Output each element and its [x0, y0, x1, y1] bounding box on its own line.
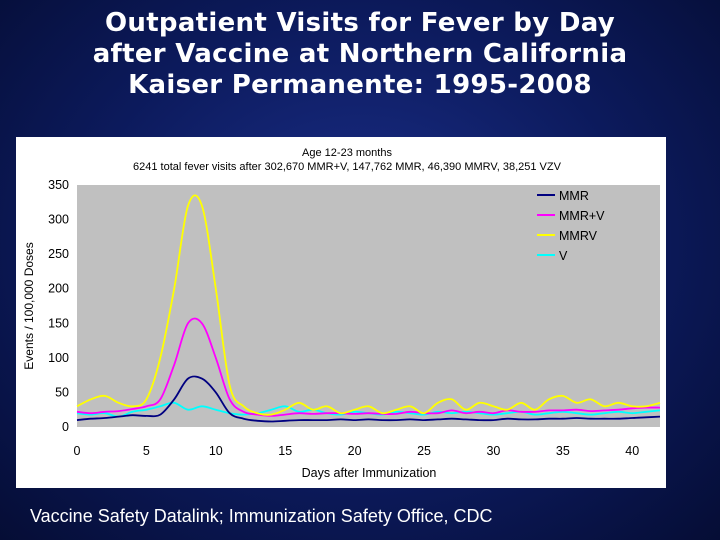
fever-visits-chart: Age 12-23 months 6241 total fever visits… — [22, 147, 661, 480]
x-tick-label: 40 — [625, 444, 639, 458]
y-axis-label: Events / 100,000 Doses — [22, 242, 36, 369]
slide-title-line-1: Outpatient Visits for Fever by Day — [104, 8, 615, 38]
x-tick-label: 0 — [74, 444, 81, 458]
x-tick-label: 25 — [417, 444, 431, 458]
y-tick-label: 350 — [48, 178, 69, 192]
y-tick-label: 100 — [48, 351, 69, 365]
series-line-mmr — [76, 375, 661, 423]
slide-title-line-2: after Vaccine at Northern California — [92, 39, 628, 69]
y-tick-label: 300 — [48, 213, 69, 227]
chart-subtitle: 6241 total fever visits after 302,670 MM… — [133, 161, 562, 173]
slide-title: Outpatient Visits for Fever by Day after… — [0, 8, 720, 101]
x-tick-label: 10 — [209, 444, 223, 458]
y-tick-label: 50 — [55, 385, 69, 399]
legend-label: MMR+V — [559, 209, 605, 223]
y-tick-label: 150 — [48, 316, 69, 330]
y-tick-label: 0 — [62, 420, 69, 434]
source-footer: Vaccine Safety Datalink; Immunization Sa… — [30, 506, 493, 526]
chart-panel: Age 12-23 months 6241 total fever visits… — [16, 137, 666, 488]
chart-title: Age 12-23 months — [302, 147, 392, 159]
x-tick-label: 20 — [348, 444, 362, 458]
legend-label: MMR — [559, 189, 589, 203]
chart-legend: MMR MMR+V MMRV V — [537, 189, 605, 263]
x-tick-label: 30 — [486, 444, 500, 458]
series-line-mmrv — [76, 194, 661, 416]
x-tick-label: 15 — [278, 444, 292, 458]
legend-label: MMRV — [559, 229, 598, 243]
series-line-mmrplusv — [76, 317, 661, 417]
y-tick-label: 250 — [48, 247, 69, 261]
x-tick-label: 5 — [143, 444, 150, 458]
slide-title-line-3: Kaiser Permanente: 1995-2008 — [128, 70, 592, 100]
x-axis-label: Days after Immunization — [302, 466, 437, 480]
legend-label: V — [559, 249, 568, 263]
x-tick-label: 35 — [556, 444, 570, 458]
plot-area — [77, 185, 660, 427]
y-tick-label: 200 — [48, 282, 69, 296]
